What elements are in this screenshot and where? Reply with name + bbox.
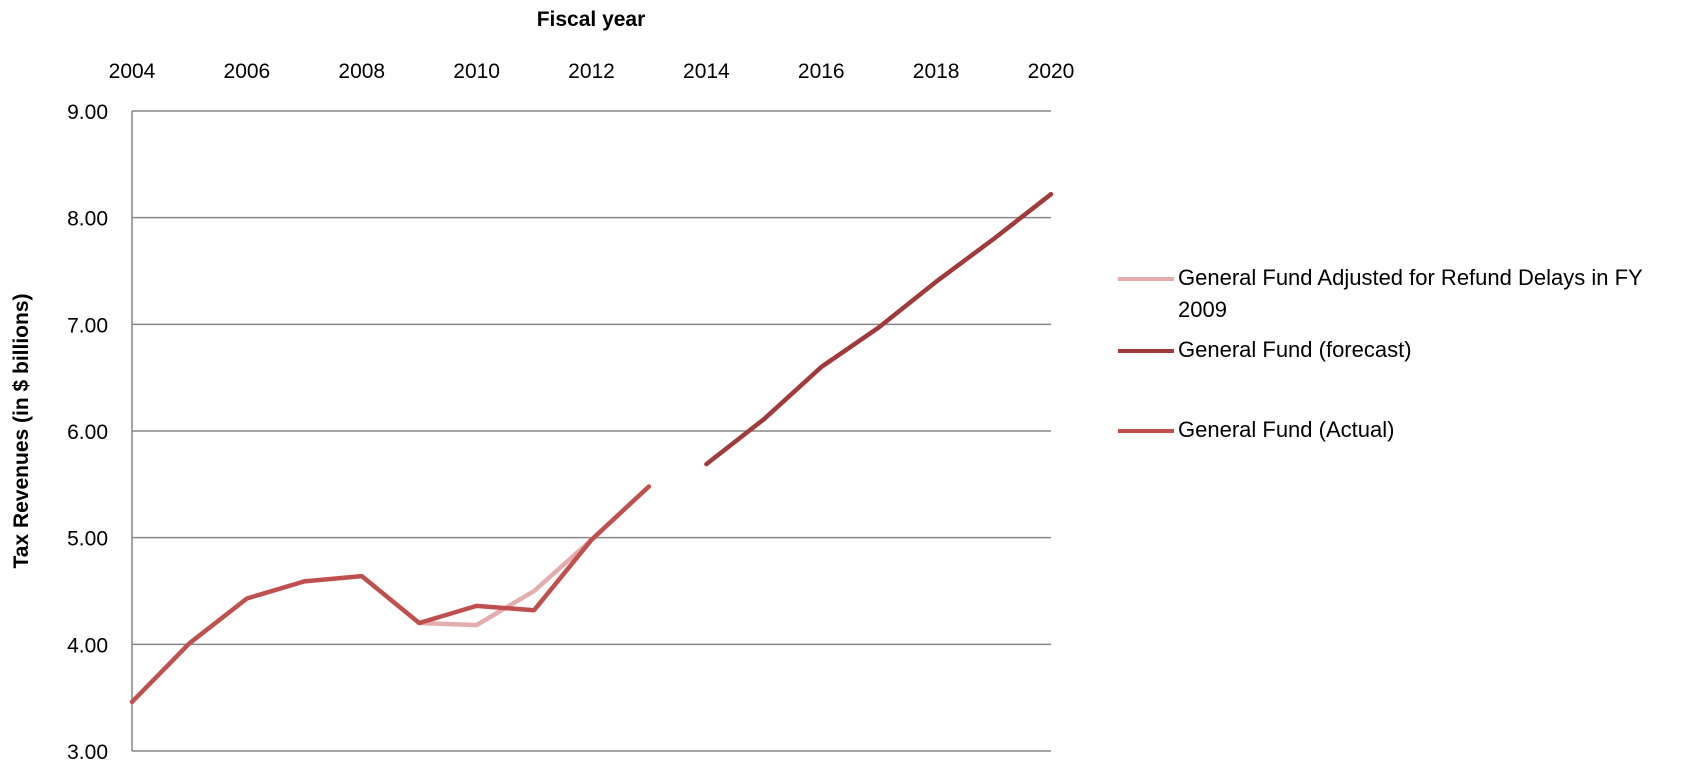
x-tick-label: 2010 [453, 60, 500, 83]
y-tick-label: 8.00 [67, 208, 108, 231]
legend-item-adjusted: General Fund Adjusted for Refund Delays … [1118, 262, 1688, 334]
legend-item-actual: General Fund (Actual) [1118, 414, 1688, 446]
gridlines [132, 110, 1051, 752]
x-tick-label: 2018 [913, 60, 960, 83]
legend: General Fund Adjusted for Refund Delays … [1118, 262, 1688, 446]
x-tick-label: 2004 [109, 60, 156, 83]
legend-swatch-actual [1118, 429, 1174, 433]
x-axis-title: Fiscal year [537, 8, 646, 31]
y-tick-label: 5.00 [67, 528, 108, 551]
series-line-1 [704, 191, 1054, 467]
y-tick-label: 7.00 [67, 314, 108, 337]
y-tick-label: 4.00 [67, 634, 108, 657]
x-tick-label: 2020 [1028, 60, 1075, 83]
x-tick-label: 2008 [338, 60, 385, 83]
legend-swatch-forecast [1118, 349, 1174, 353]
y-tick-label: 9.00 [67, 101, 108, 124]
x-tick-label: 2016 [798, 60, 845, 83]
y-axis-title: Tax Revenues (in $ billions) [10, 293, 33, 568]
series-line-2 [129, 484, 652, 705]
legend-label-actual: General Fund (Actual) [1178, 417, 1395, 442]
x-tick-labels: 2004 2006 2008 2010 2012 2014 2016 2018 2020 [109, 60, 1075, 83]
legend-swatch-adjusted [1118, 277, 1174, 281]
x-tick-label: 2006 [224, 60, 271, 83]
series-line-0 [416, 537, 594, 628]
y-tick-label: 6.00 [67, 421, 108, 444]
legend-item-forecast: General Fund (forecast) [1118, 334, 1688, 414]
series-lines [129, 191, 1054, 705]
legend-label-forecast: General Fund (forecast) [1178, 337, 1412, 362]
y-tick-labels: 9.00 8.00 7.00 6.00 5.00 4.00 3.00 [67, 101, 108, 764]
legend-label-adjusted: General Fund Adjusted for Refund Delays … [1178, 265, 1643, 322]
x-tick-label: 2014 [683, 60, 730, 83]
y-tick-label: 3.00 [67, 741, 108, 761]
x-tick-label: 2012 [568, 60, 615, 83]
